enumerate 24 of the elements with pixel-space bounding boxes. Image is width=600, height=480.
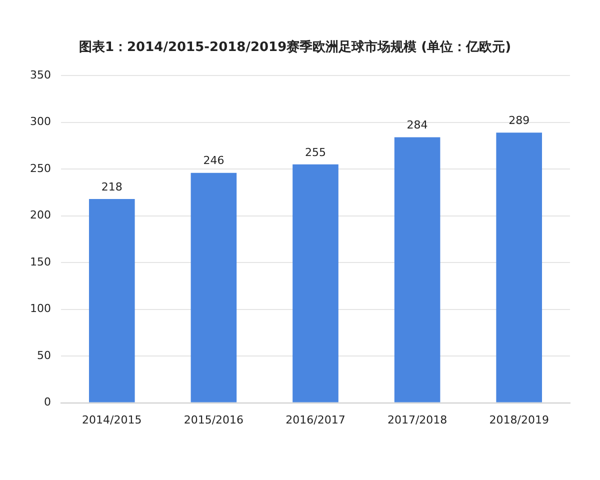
x-tick-label: 2016/2017: [286, 413, 346, 426]
data-label: 289: [508, 114, 530, 127]
chart-title: 图表1：2014/2015-2018/2019赛季欧洲足球市场规模 (单位：亿欧元): [78, 39, 512, 56]
data-label: 284: [406, 118, 428, 132]
x-tick-label: 2017/2018: [387, 413, 448, 426]
y-tick-label: 200: [30, 208, 51, 222]
y-tick-label: 350: [30, 68, 51, 82]
data-label: 218: [101, 180, 122, 194]
y-tick-label: 50: [36, 348, 51, 362]
y-tick-label: 150: [30, 255, 51, 268]
x-tick-label: 2018/2019: [489, 413, 549, 426]
y-tick-label: 100: [30, 302, 51, 316]
y-tick-label: 250: [30, 162, 51, 175]
bar: [190, 172, 237, 402]
bar: [496, 132, 542, 402]
y-tick-label: 0: [44, 396, 51, 409]
bar: [292, 164, 338, 402]
x-tick-label: 2015/2016: [184, 413, 244, 426]
data-label: 255: [305, 146, 326, 159]
data-label: 246: [203, 154, 224, 168]
bar: [394, 137, 440, 402]
y-tick-label: 300: [30, 115, 51, 128]
x-tick-label: 2014/2015: [82, 413, 142, 426]
bar: [88, 199, 135, 402]
